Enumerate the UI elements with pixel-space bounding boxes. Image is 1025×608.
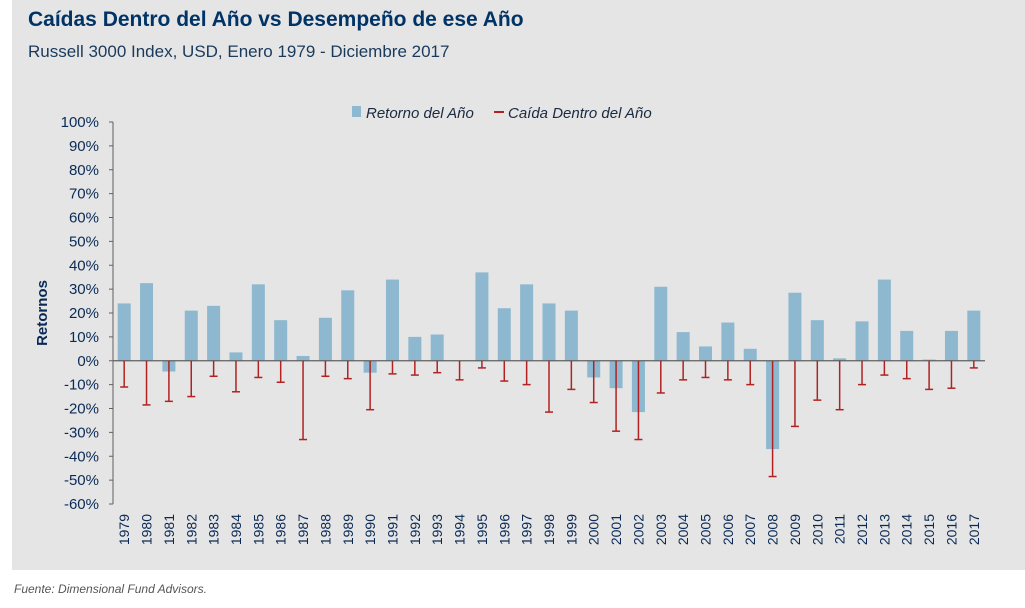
x-tick-label: 1982 — [183, 514, 199, 545]
x-tick-label: 1985 — [250, 514, 266, 545]
x-tick-label: 1995 — [474, 514, 490, 545]
x-tick-label: 1997 — [519, 514, 535, 545]
return-bar — [542, 303, 556, 361]
return-bar — [699, 346, 713, 361]
x-tick-label: 2017 — [966, 514, 982, 545]
y-tick-label: -60% — [64, 496, 99, 513]
x-tick-label: 1987 — [295, 514, 311, 545]
x-tick-label: 2016 — [943, 514, 959, 545]
x-tick-label: 2010 — [809, 514, 825, 545]
return-bar — [251, 284, 265, 361]
return-bar — [520, 284, 534, 361]
return-bar — [788, 292, 802, 361]
x-tick-label: 1994 — [452, 514, 468, 545]
y-tick-label: -50% — [64, 472, 99, 489]
return-bar — [296, 355, 310, 361]
return-bar — [944, 330, 958, 361]
x-tick-label: 1983 — [206, 514, 222, 545]
y-tick-label: -10% — [64, 377, 99, 394]
y-tick-label: -20% — [64, 401, 99, 418]
return-bar — [676, 332, 690, 361]
legend: Retorno del Año Caída Dentro del Año — [352, 105, 652, 122]
x-tick-label: 1993 — [429, 514, 445, 545]
y-tick-label: -40% — [64, 448, 99, 465]
x-tick-label: 1986 — [273, 514, 289, 545]
return-bar — [385, 279, 399, 361]
x-tick-label: 1988 — [317, 514, 333, 545]
y-tick-label: -30% — [64, 424, 99, 441]
source-note: Fuente: Dimensional Fund Advisors. — [14, 582, 207, 596]
return-bar — [877, 279, 891, 361]
legend-swatch-bar — [352, 106, 361, 117]
return-bar — [810, 320, 824, 361]
y-tick-label: 50% — [69, 233, 99, 250]
x-tick-label: 2003 — [653, 514, 669, 545]
return-bar — [274, 320, 288, 361]
return-bar — [900, 330, 914, 361]
x-tick-label: 1998 — [541, 514, 557, 545]
return-bar — [140, 283, 154, 361]
y-tick-label: 0% — [77, 353, 99, 370]
y-tick-label: 100% — [61, 114, 99, 131]
return-bar — [341, 290, 355, 361]
return-bar — [967, 310, 981, 361]
chart-panel — [12, 0, 1025, 570]
x-tick-label: 2006 — [720, 514, 736, 545]
return-bar — [564, 310, 578, 361]
return-bar — [743, 348, 757, 361]
return-bar — [721, 322, 735, 361]
x-tick-label: 1996 — [496, 514, 512, 545]
x-tick-label: 1984 — [228, 514, 244, 545]
x-tick-label: 2011 — [832, 514, 848, 544]
x-tick-label: 1979 — [116, 514, 132, 545]
chart-subtitle: Russell 3000 Index, USD, Enero 1979 - Di… — [28, 42, 450, 61]
x-tick-label: 2004 — [675, 514, 691, 545]
y-tick-label: 20% — [69, 305, 99, 322]
return-bar — [855, 321, 869, 361]
x-tick-label: 2014 — [899, 514, 915, 545]
legend-label-bar: Retorno del Año — [366, 105, 474, 122]
x-tick-label: 2001 — [608, 514, 624, 545]
return-bar — [184, 310, 198, 361]
x-tick-label: 1999 — [563, 514, 579, 545]
y-tick-label: 60% — [69, 210, 99, 227]
x-tick-label: 2008 — [765, 514, 781, 545]
legend-label-drop: Caída Dentro del Año — [508, 105, 652, 122]
return-bar — [654, 286, 668, 361]
return-bar — [117, 303, 131, 361]
x-tick-label: 2000 — [586, 514, 602, 545]
x-tick-label: 1990 — [362, 514, 378, 545]
return-bar — [833, 358, 847, 361]
return-bar — [229, 352, 243, 361]
y-tick-label: 80% — [69, 162, 99, 179]
x-tick-label: 1991 — [384, 514, 400, 545]
x-tick-label: 2002 — [630, 514, 646, 545]
x-tick-label: 1992 — [407, 514, 423, 545]
y-tick-label: 30% — [69, 281, 99, 298]
x-tick-label: 2005 — [698, 514, 714, 545]
y-tick-label: 10% — [69, 329, 99, 346]
return-bar — [430, 334, 444, 361]
return-bar — [408, 336, 422, 361]
x-tick-label: 2009 — [787, 514, 803, 545]
x-tick-label: 2013 — [876, 514, 892, 545]
return-bar — [475, 272, 489, 361]
y-tick-label: 40% — [69, 257, 99, 274]
y-tick-label: 70% — [69, 186, 99, 203]
x-tick-label: 1980 — [139, 514, 155, 545]
return-bar — [318, 317, 332, 361]
return-bar — [497, 308, 511, 361]
y-axis-label: Retornos — [34, 280, 51, 346]
y-tick-label: 90% — [69, 138, 99, 155]
x-tick-label: 1981 — [161, 514, 177, 545]
x-tick-label: 2015 — [921, 514, 937, 545]
x-tick-label: 2012 — [854, 514, 870, 545]
x-tick-label: 1989 — [340, 514, 356, 545]
x-tick-label: 2007 — [742, 514, 758, 545]
return-bar — [207, 305, 221, 361]
chart-title: Caídas Dentro del Año vs Desempeño de es… — [28, 8, 524, 31]
